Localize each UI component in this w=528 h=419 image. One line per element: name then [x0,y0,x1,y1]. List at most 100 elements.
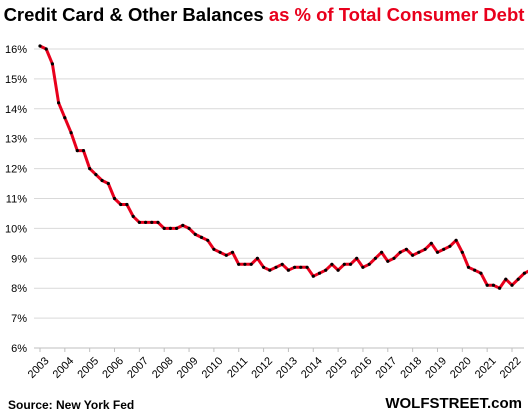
data-point [435,250,440,254]
data-point [324,268,328,272]
data-point [317,271,322,275]
data-point [69,131,73,135]
x-tick-label: 2005 [75,355,101,381]
data-point [237,262,241,266]
y-tick-label: 7% [11,313,27,325]
chart-title: Credit Card & Other Balances as % of Tot… [0,4,528,26]
data-point [305,265,309,269]
data-point [286,268,290,272]
data-point [131,214,135,218]
data-point [218,250,222,254]
x-tick-label: 2022 [498,355,524,381]
data-point [94,173,98,177]
data-point [274,265,278,269]
data-point [280,262,284,266]
data-point [150,220,154,224]
data-point [348,262,353,266]
y-tick-label: 9% [11,253,27,265]
y-tick-label: 15% [5,74,27,86]
y-tick-label: 10% [5,223,27,235]
data-point [199,235,204,239]
source-note: Source: New York Fed [8,398,135,412]
series-line [38,44,528,290]
grid-lines [34,48,524,349]
data-point [423,247,427,251]
data-point [504,277,508,281]
data-point [175,226,179,230]
data-point [373,256,377,260]
data-point [367,262,371,266]
data-point [44,47,48,51]
x-tick-label: 2011 [225,355,250,380]
data-point [75,149,79,153]
y-tick-label: 8% [11,283,27,295]
data-point [181,223,185,227]
data-point [510,283,514,287]
data-point [479,271,483,275]
data-point [466,265,471,269]
y-tick-label: 6% [11,343,27,355]
data-point [193,232,197,236]
data-point [392,256,396,260]
data-point [342,262,346,266]
data-point [243,262,247,266]
data-point [230,250,235,254]
chart-title-highlight: as % of Total Consumer Debt [268,4,525,25]
data-point [106,181,110,186]
y-tick-label: 13% [5,134,27,146]
data-point [293,265,297,269]
data-point [38,44,42,48]
data-point [311,274,315,278]
x-tick-label: 2015 [324,355,350,381]
data-point [88,167,92,171]
x-tick-label: 2010 [200,355,226,381]
x-tick-label: 2020 [448,355,474,381]
data-point [473,268,477,272]
y-tick-label: 12% [5,164,27,176]
data-point [485,283,489,287]
x-tick-label: 2007 [125,355,151,381]
data-point [162,226,166,230]
chart-title-main: Credit Card & Other Balances [3,4,264,25]
y-tick-label: 14% [5,104,27,116]
x-tick-label: 2013 [274,355,300,381]
data-point [380,250,384,254]
data-point [454,238,458,242]
data-point [411,253,415,257]
x-tick-label: 2012 [249,355,275,381]
data-point [81,149,86,153]
x-tick-label: 2003 [26,355,52,381]
data-point [262,265,266,269]
data-point [448,244,452,248]
y-tick-label: 11% [6,193,27,205]
y-tick-label: 16% [5,44,27,56]
data-point [100,178,104,183]
data-point [429,241,433,245]
data-point [299,265,303,269]
data-point [125,202,129,207]
x-tick-label: 2004 [51,355,77,381]
data-point [224,253,228,257]
x-tick-label: 2009 [175,355,201,381]
data-point [336,268,340,272]
data-point [249,262,253,266]
data-point [119,202,123,207]
data-point [398,250,402,254]
data-point [168,226,172,230]
data-point [442,247,446,251]
data-point [57,101,61,105]
brand-logo-text: WOLFSTREET.com [385,395,522,412]
data-point [50,62,55,66]
x-tick-label: 2021 [473,355,499,381]
data-point [255,256,259,260]
data-point [137,220,141,224]
data-point [386,259,390,263]
x-axis-ticks: 2003 2004 2005 2006 2007 2008 2009 2010 2011 2012… [26,348,524,381]
data-point [404,247,408,251]
data-point [516,277,520,281]
x-tick-label: 2016 [349,355,375,381]
data-point [330,262,334,266]
x-tick-label: 2017 [374,355,400,381]
y-axis-ticks: 6% 7% 8% 9% 10% 11% 12% 13% 14% 15% 16% [5,44,27,355]
